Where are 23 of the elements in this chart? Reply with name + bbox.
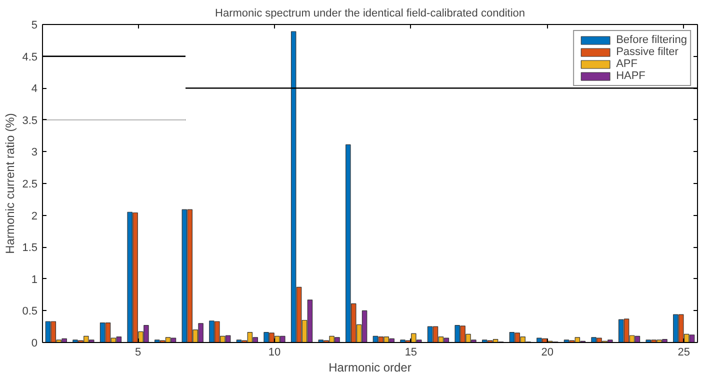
legend-label: APF — [616, 58, 638, 70]
y-tick-label: 4.5 — [22, 51, 38, 64]
x-axis-title: Harmonic order — [328, 360, 412, 374]
y-tick-label: 1.5 — [22, 242, 38, 254]
y-tick-label: 5 — [31, 20, 38, 32]
y-tick-label: 3 — [31, 146, 38, 159]
x-tick-label: 15 — [404, 346, 418, 358]
y-tick-label: 2 — [31, 210, 38, 222]
x-tick-label: 10 — [268, 346, 281, 358]
legend-label: Passive filter — [616, 46, 678, 58]
y-tick-label: 3.5 — [22, 114, 38, 127]
y-tick-label: 2.5 — [22, 178, 38, 190]
y-tick-label: 0.5 — [22, 306, 38, 318]
chart-title: Harmonic spectrum under the identical field-calibrated condition — [215, 8, 526, 20]
x-tick-label: 20 — [541, 346, 554, 358]
legend-label: HAPF — [616, 70, 646, 82]
y-tick-label: 1 — [31, 274, 38, 286]
y-tick-label: 4 — [31, 83, 38, 96]
legend-label: Before filtering — [616, 34, 687, 46]
y-tick-label: 0 — [31, 338, 38, 350]
y-axis-title: Harmonic current ratio (%) — [3, 113, 18, 254]
x-tick-label: 25 — [678, 346, 690, 358]
x-tick-label: 5 — [134, 346, 142, 358]
